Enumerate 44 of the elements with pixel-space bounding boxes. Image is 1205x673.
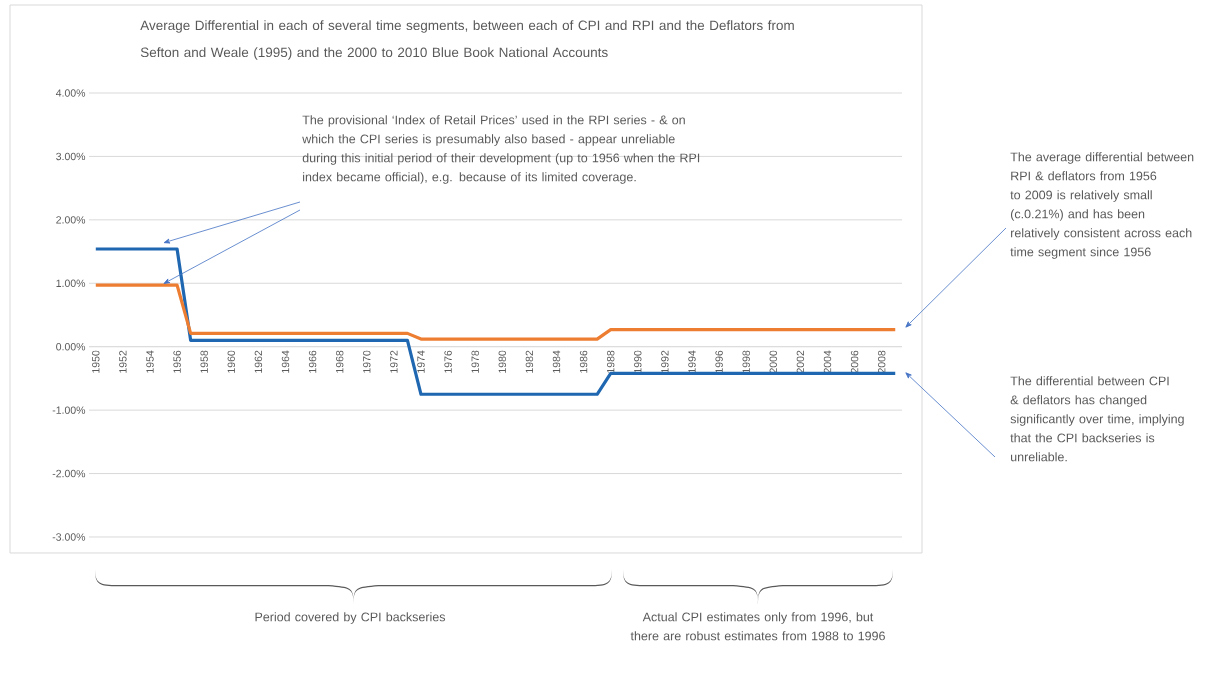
- x-tick-label: 1956: [173, 350, 181, 373]
- x-tick-label: 1974: [417, 350, 425, 373]
- x-tick-label: 1992: [661, 350, 669, 373]
- x-tick-label: 1994: [688, 350, 696, 373]
- y-tick-label: 0.00%: [56, 342, 86, 351]
- x-tick-label: 1964: [281, 350, 290, 373]
- x-tick-label: 1960: [227, 350, 236, 373]
- y-tick-label: 3.00%: [56, 152, 86, 161]
- x-tick-label: 1968: [335, 350, 344, 373]
- y-tick-label: 1.00%: [56, 279, 86, 287]
- x-tick-label: 1950: [92, 350, 100, 373]
- x-tick-label: 1978: [471, 350, 479, 373]
- y-tick-label: -1.00%: [52, 406, 86, 414]
- chart-title: Average Differential in each of several time segments, between each of CPI and RPI and the Deflators from Sefton and Weale (1995) and the 2000 to 2010 Blue Book National Accounts: [140, 20, 794, 60]
- x-tick-label: 1984: [552, 350, 561, 373]
- x-tick-label: 1952: [119, 350, 127, 373]
- text: The average differential between RPI & deflators from 1956 to 2009 is relatively small (c.0.21%) and has been relatively consistent across each time segment since 1956: [1010, 152, 1194, 259]
- annotation: The provisional ‘Index of Retail Prices’ used in the RPI series - & on which the CPI series is presumably also based - appear unreliable during this initial period of their development (up to 1956 when the RPI index became official), e.g. because of its limited coverage.: [302, 115, 700, 184]
- text: Period covered by CPI backseries: [255, 612, 446, 624]
- y-tick-label: -3.00%: [52, 533, 86, 541]
- x-tick-label: 1990: [634, 350, 642, 373]
- x-tick-label: 1986: [579, 350, 588, 373]
- text: Actual CPI estimates only from 1996, but there are robust estimates from 1988 to 1996: [630, 612, 885, 641]
- x-tick-label: 1976: [444, 350, 452, 373]
- y-tick-label: 4.00%: [55, 89, 86, 97]
- x-tick-label: 1988: [606, 350, 615, 373]
- y-tick-label: 2.00%: [56, 216, 86, 224]
- x-tick-label: 2006: [850, 350, 859, 374]
- x-tick-label: 1962: [254, 350, 263, 373]
- x-tick-label: 1966: [308, 350, 317, 373]
- text: The differential between CPI & deflators has changed significantly over time, implying that the CPI backseries is unreliable.: [1010, 376, 1184, 462]
- x-tick-label: 1998: [742, 350, 750, 373]
- x-tick-label: 1958: [200, 350, 208, 373]
- y-tick-label: -2.00%: [52, 469, 86, 478]
- x-tick-label: 1954: [146, 350, 154, 373]
- x-tick-label: 2002: [796, 350, 805, 374]
- x-tick-label: 1980: [498, 350, 507, 373]
- x-tick-label: 2000: [769, 350, 778, 374]
- x-tick-label: 1982: [525, 350, 534, 373]
- x-tick-label: 1996: [715, 350, 723, 373]
- x-tick-label: 2004: [823, 350, 832, 374]
- x-tick-label: 1972: [390, 350, 398, 373]
- x-tick-label: 1970: [363, 350, 371, 373]
- x-tick-label: 2008: [877, 350, 886, 374]
